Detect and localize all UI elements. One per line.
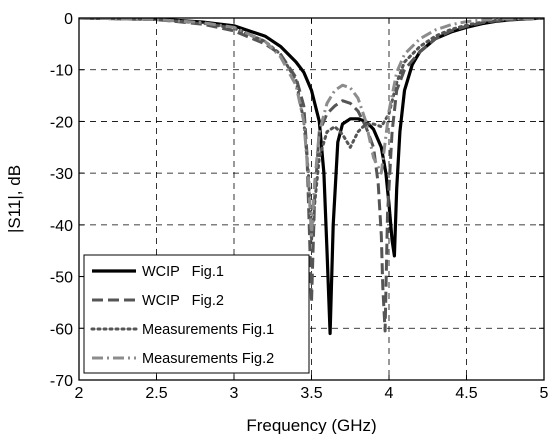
x-tick-label: 5	[540, 385, 549, 402]
x-tick-label: 3.5	[300, 385, 322, 402]
legend-label: WCIP Fig.2	[142, 293, 224, 309]
series-line-4	[79, 18, 544, 237]
y-tick-label: 0	[64, 11, 73, 28]
axis-ticks: 2 2.5 3 3.5 4 4.5 5 0 -10 -20 -30 -40 -50 -60 -70	[50, 11, 549, 402]
y-tick-label: -70	[50, 373, 73, 390]
y-tick-label: -40	[50, 218, 73, 235]
legend-label: WCIP Fig.1	[142, 264, 224, 280]
y-axis-title: |S11|, dB	[5, 165, 24, 233]
y-tick-label: -60	[50, 321, 73, 338]
y-tick-label: -10	[50, 63, 73, 80]
legend: WCIP Fig.1 WCIP Fig.2 Measurements Fig.1 Me…	[83, 254, 310, 374]
x-tick-label: 2.5	[145, 385, 167, 402]
legend-box	[83, 254, 310, 374]
x-tick-label: 4.5	[455, 385, 477, 402]
series-group	[79, 18, 544, 336]
x-tick-label: 4	[385, 385, 394, 402]
y-tick-label: -30	[50, 166, 73, 183]
x-tick-label: 3	[230, 385, 239, 402]
legend-label: Measurements Fig.1	[142, 322, 274, 338]
x-tick-label: 2	[75, 385, 84, 402]
series-line-3	[79, 18, 544, 242]
y-tick-label: -50	[50, 270, 73, 287]
y-tick-label: -20	[50, 114, 73, 131]
x-axis-title: Frequency (GHz)	[246, 416, 376, 434]
legend-label: Measurements Fig.2	[142, 351, 274, 367]
